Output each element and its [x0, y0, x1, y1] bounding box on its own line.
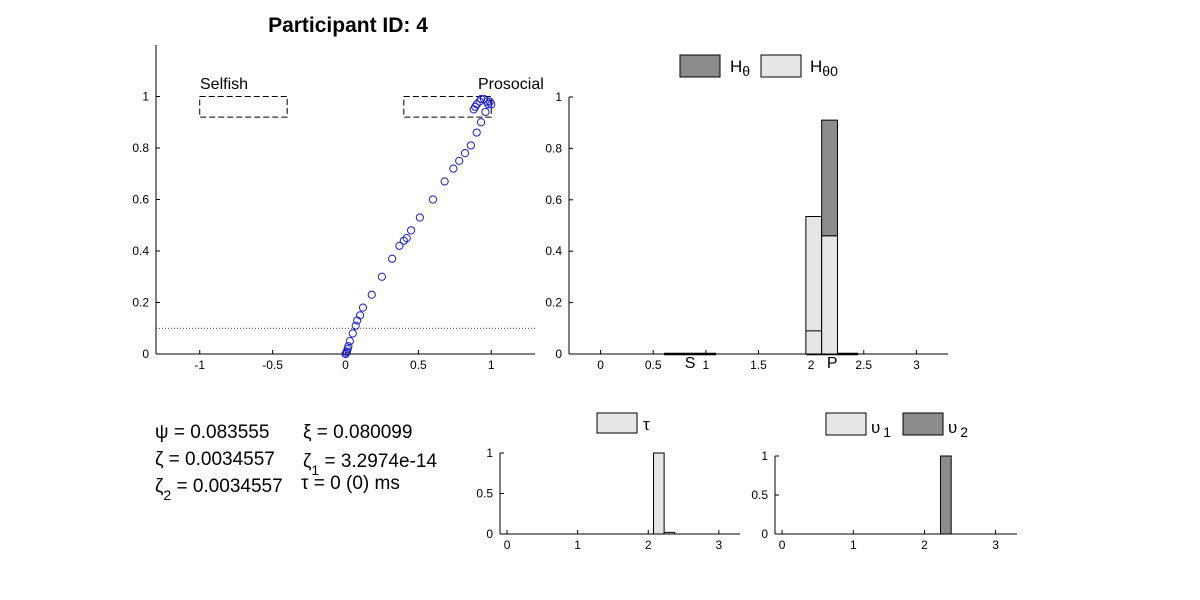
- y-tick-label: 1: [555, 90, 562, 104]
- legend-swatch-tau: [596, 412, 638, 434]
- y-tick-label: 0.5: [751, 488, 768, 502]
- data-point: [402, 234, 411, 243]
- data-point: [472, 100, 481, 109]
- param-zeta2: ζ2 = 0.0034557: [155, 476, 283, 503]
- legend-h-theta: Hθ: [730, 57, 750, 79]
- selfish-region-box: [199, 96, 288, 118]
- y-tick-label: 0.4: [132, 244, 149, 258]
- data-point: [466, 141, 475, 150]
- legend-h-theta0: Hθ0: [810, 57, 838, 79]
- data-point: [455, 156, 464, 165]
- data-point: [367, 290, 376, 299]
- x-tick-label: 1: [574, 538, 581, 552]
- data-point: [395, 241, 404, 250]
- data-point: [406, 226, 416, 235]
- legend-swatch-h-theta: [679, 54, 721, 78]
- x-tick-label: 2.5: [855, 358, 872, 372]
- data-point: [348, 329, 357, 338]
- tau-histogram-panel: τ 0 0.5 1 0 1 2 3: [476, 412, 740, 552]
- y-tick-label: 0.2: [545, 296, 562, 310]
- y-tick-label: 0: [486, 527, 493, 541]
- x-tick-label: 0.5: [645, 358, 662, 372]
- y-tick-label: 1: [142, 90, 149, 104]
- x-tick-label: 1.5: [750, 358, 767, 372]
- x-tick-label: 0: [342, 358, 349, 372]
- prosocial-label: Prosocial: [478, 76, 544, 93]
- chart-title: Participant ID: 4: [268, 14, 428, 37]
- data-point: [440, 177, 449, 186]
- x-tick-label: 1: [488, 358, 495, 372]
- data-point: [388, 254, 397, 263]
- x-tick-label: 0: [779, 538, 786, 552]
- data-point: [449, 164, 458, 173]
- x-tick-label: -1: [194, 358, 205, 372]
- param-xi: ξ = 0.080099: [303, 422, 412, 443]
- data-point: [460, 149, 470, 158]
- data-point: [428, 195, 438, 204]
- x-tick-label: -0.5: [262, 358, 283, 372]
- data-point: [351, 321, 360, 330]
- x-tick-label: 1: [703, 358, 710, 372]
- x-tick-label: 2: [808, 358, 815, 372]
- param-zeta1: ζ1 = 3.2974e-14: [303, 451, 437, 478]
- axis-marker-label: S: [685, 355, 696, 372]
- legend-swatch-upsilon1: [825, 412, 867, 436]
- legend-tau: τ: [643, 415, 650, 434]
- histogram-bar: [939, 455, 952, 535]
- x-tick-label: 0: [597, 358, 604, 372]
- parameters-block: ψ = 0.083555 ξ = 0.080099 ζ = 0.0034557 …: [155, 422, 437, 503]
- y-tick-label: 0: [555, 347, 562, 361]
- y-tick-label: 0.8: [132, 141, 149, 155]
- data-point: [377, 272, 387, 281]
- data-point: [344, 342, 353, 351]
- theta-histogram-panel: Hθ Hθ0 0 0.2 0.4 0.6 0.8 1 0 0.5 1 1.5 2 2.5 3 S P: [545, 54, 948, 372]
- histogram-bar: [663, 531, 676, 535]
- param-psi: ψ = 0.083555: [155, 422, 269, 443]
- y-tick-label: 1: [486, 446, 493, 460]
- data-point: [472, 128, 481, 137]
- x-tick-label: 2: [645, 538, 652, 552]
- histogram-bar: [821, 119, 838, 237]
- data-point: [415, 213, 424, 222]
- axis-marker-label: P: [827, 355, 838, 372]
- x-tick-label: 3: [715, 538, 722, 552]
- y-tick-label: 0.8: [545, 141, 562, 155]
- prosocial-region-box: [403, 96, 492, 118]
- x-tick-label: 1: [850, 538, 857, 552]
- hist-legend: Hθ Hθ0: [679, 54, 838, 79]
- x-tick-label: 3: [992, 538, 999, 552]
- data-point: [399, 236, 408, 245]
- data-point: [481, 107, 490, 117]
- y-tick-label: 0.6: [545, 193, 562, 207]
- y-tick-label: 0.5: [476, 487, 493, 501]
- x-tick-label: 0: [504, 538, 511, 552]
- x-tick-label: 3: [913, 358, 920, 372]
- data-point: [345, 337, 354, 346]
- y-tick-label: 0: [142, 347, 149, 361]
- histogram-bar: [805, 216, 823, 355]
- data-point: [485, 97, 494, 106]
- histogram-bar: [653, 452, 665, 535]
- data-point: [355, 311, 365, 320]
- data-point: [476, 118, 486, 127]
- selfish-label: Selfish: [200, 76, 248, 93]
- x-tick-label: 0.5: [410, 358, 427, 372]
- y-tick-label: 0: [761, 527, 768, 541]
- data-point: [358, 303, 368, 312]
- scatter-panel: Selfish Prosocial 0 0.2 0.4 0.6 0.8 1 -1 -0.5 0 0…: [132, 45, 544, 372]
- legend-swatch-upsilon2: [902, 412, 944, 436]
- param-zeta: ζ = 0.0034557: [155, 449, 275, 470]
- y-tick-label: 0.2: [132, 296, 149, 310]
- y-tick-label: 0.4: [545, 244, 562, 258]
- y-tick-label: 0.6: [132, 193, 149, 207]
- x-tick-label: 2: [921, 538, 928, 552]
- histogram-bar: [821, 235, 838, 355]
- y-tick-label: 1: [761, 449, 768, 463]
- legend-swatch-h-theta0: [760, 54, 802, 78]
- param-tau: τ = 0 (0) ms: [301, 473, 400, 494]
